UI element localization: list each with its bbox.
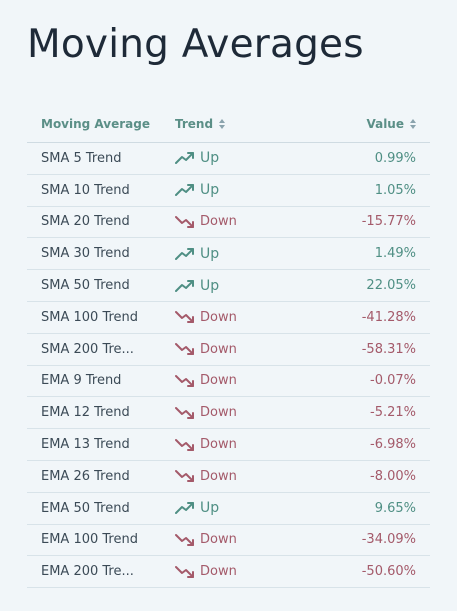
trending-down-icon <box>175 564 196 580</box>
table-row: SMA 50 Trend Up 22.05% <box>27 270 430 302</box>
trend-label: Up <box>200 500 220 517</box>
trend-label: Down <box>200 437 237 453</box>
header-moving-average: Moving Average <box>27 117 175 131</box>
trending-up-icon <box>175 500 196 516</box>
trend-cell: Up <box>175 500 305 516</box>
trend-cell: Down <box>175 564 305 580</box>
moving-average-name: EMA 13 Trend <box>41 437 130 453</box>
trend-value: -6.98% <box>370 437 416 453</box>
trend-cell: Down <box>175 341 305 357</box>
moving-average-name: SMA 100 Trend <box>41 309 139 325</box>
trend-label: Up <box>200 277 220 294</box>
table-body: SMA 5 Trend Up 0.99% SMA 10 Trend Up 1.05% SMA… <box>27 143 430 589</box>
trending-down-icon <box>175 405 196 421</box>
trending-up-icon <box>175 246 196 262</box>
header-value[interactable]: Value <box>305 117 430 131</box>
table-row: EMA 50 Trend Up 9.65% <box>27 493 430 525</box>
table-row: EMA 12 Trend Down -5.21% <box>27 397 430 430</box>
trend-value: -34.09% <box>361 532 416 548</box>
moving-average-name: EMA 26 Trend <box>41 468 130 484</box>
trend-value: 1.05% <box>374 182 416 198</box>
trend-value: 0.99% <box>374 150 416 166</box>
moving-average-name: SMA 200 Tre... <box>41 341 134 357</box>
trend-cell: Down <box>175 437 305 453</box>
moving-averages-table: Moving Average Trend Value SMA 5 Trend Up… <box>27 106 430 589</box>
moving-average-name: EMA 9 Trend <box>41 373 122 389</box>
header-value-label: Value <box>366 117 404 131</box>
trending-down-icon <box>175 309 196 325</box>
trend-value: -41.28% <box>361 309 416 325</box>
table-row: EMA 9 Trend Down -0.07% <box>27 366 430 398</box>
trending-up-icon <box>175 182 196 198</box>
table-row: SMA 100 Trend Down -41.28% <box>27 302 430 334</box>
moving-average-name: EMA 50 Trend <box>41 500 130 516</box>
trend-label: Up <box>200 245 220 262</box>
trend-label: Down <box>200 405 237 421</box>
trending-up-icon <box>175 278 196 294</box>
trend-value: -0.07% <box>370 373 416 389</box>
trend-label: Down <box>200 468 237 484</box>
moving-average-name: SMA 10 Trend <box>41 182 130 198</box>
trend-cell: Up <box>175 246 305 262</box>
trend-value: -50.60% <box>361 564 416 580</box>
table-row: SMA 30 Trend Up 1.49% <box>27 238 430 271</box>
table-row: EMA 26 Trend Down -8.00% <box>27 461 430 493</box>
trend-cell: Down <box>175 373 305 389</box>
moving-average-name: SMA 30 Trend <box>41 246 130 262</box>
trending-up-icon <box>175 150 196 166</box>
trending-down-icon <box>175 341 196 357</box>
table-header: Moving Average Trend Value <box>27 106 430 143</box>
moving-average-name: EMA 12 Trend <box>41 405 130 421</box>
trend-cell: Down <box>175 214 305 230</box>
sort-icon[interactable] <box>219 119 226 129</box>
table-row: SMA 20 Trend Down -15.77% <box>27 207 430 239</box>
trend-label: Down <box>200 373 237 389</box>
header-trend-label: Trend <box>175 117 214 131</box>
moving-average-name: EMA 100 Trend <box>41 532 138 548</box>
trend-label: Up <box>200 150 220 167</box>
trend-cell: Up <box>175 150 305 166</box>
trend-cell: Up <box>175 278 305 294</box>
table-row: EMA 200 Tre... Down -50.60% <box>27 556 430 589</box>
table-row: SMA 200 Tre... Down -58.31% <box>27 334 430 366</box>
moving-average-name: SMA 50 Trend <box>41 278 130 294</box>
trend-value: -5.21% <box>370 405 416 421</box>
trend-value: 1.49% <box>374 246 416 262</box>
trend-cell: Down <box>175 532 305 548</box>
trending-down-icon <box>175 373 196 389</box>
trend-label: Down <box>200 309 237 325</box>
table-row: SMA 5 Trend Up 0.99% <box>27 143 430 175</box>
moving-average-name: SMA 5 Trend <box>41 150 122 166</box>
trend-label: Down <box>200 564 237 580</box>
trend-cell: Up <box>175 182 305 198</box>
trending-down-icon <box>175 468 196 484</box>
trend-value: 9.65% <box>374 500 416 516</box>
trend-cell: Down <box>175 405 305 421</box>
moving-average-name: EMA 200 Tre... <box>41 564 134 580</box>
trend-label: Down <box>200 532 237 548</box>
table-row: EMA 13 Trend Down -6.98% <box>27 429 430 461</box>
header-moving-average-label: Moving Average <box>41 117 150 131</box>
sort-icon[interactable] <box>410 119 416 129</box>
trend-value: -8.00% <box>370 468 416 484</box>
trending-down-icon <box>175 532 196 548</box>
trending-down-icon <box>175 214 196 230</box>
trend-label: Down <box>200 214 237 230</box>
header-trend[interactable]: Trend <box>175 117 305 131</box>
moving-average-name: SMA 20 Trend <box>41 214 130 230</box>
table-row: SMA 10 Trend Up 1.05% <box>27 175 430 207</box>
table-row: EMA 100 Trend Down -34.09% <box>27 525 430 557</box>
trend-cell: Down <box>175 468 305 484</box>
trend-value: -15.77% <box>361 214 416 230</box>
trend-value: -58.31% <box>361 341 416 357</box>
trending-down-icon <box>175 437 196 453</box>
trend-value: 22.05% <box>366 278 416 294</box>
trend-label: Down <box>200 341 237 357</box>
trend-label: Up <box>200 182 220 199</box>
trend-cell: Down <box>175 309 305 325</box>
page-title: Moving Averages <box>27 22 364 67</box>
